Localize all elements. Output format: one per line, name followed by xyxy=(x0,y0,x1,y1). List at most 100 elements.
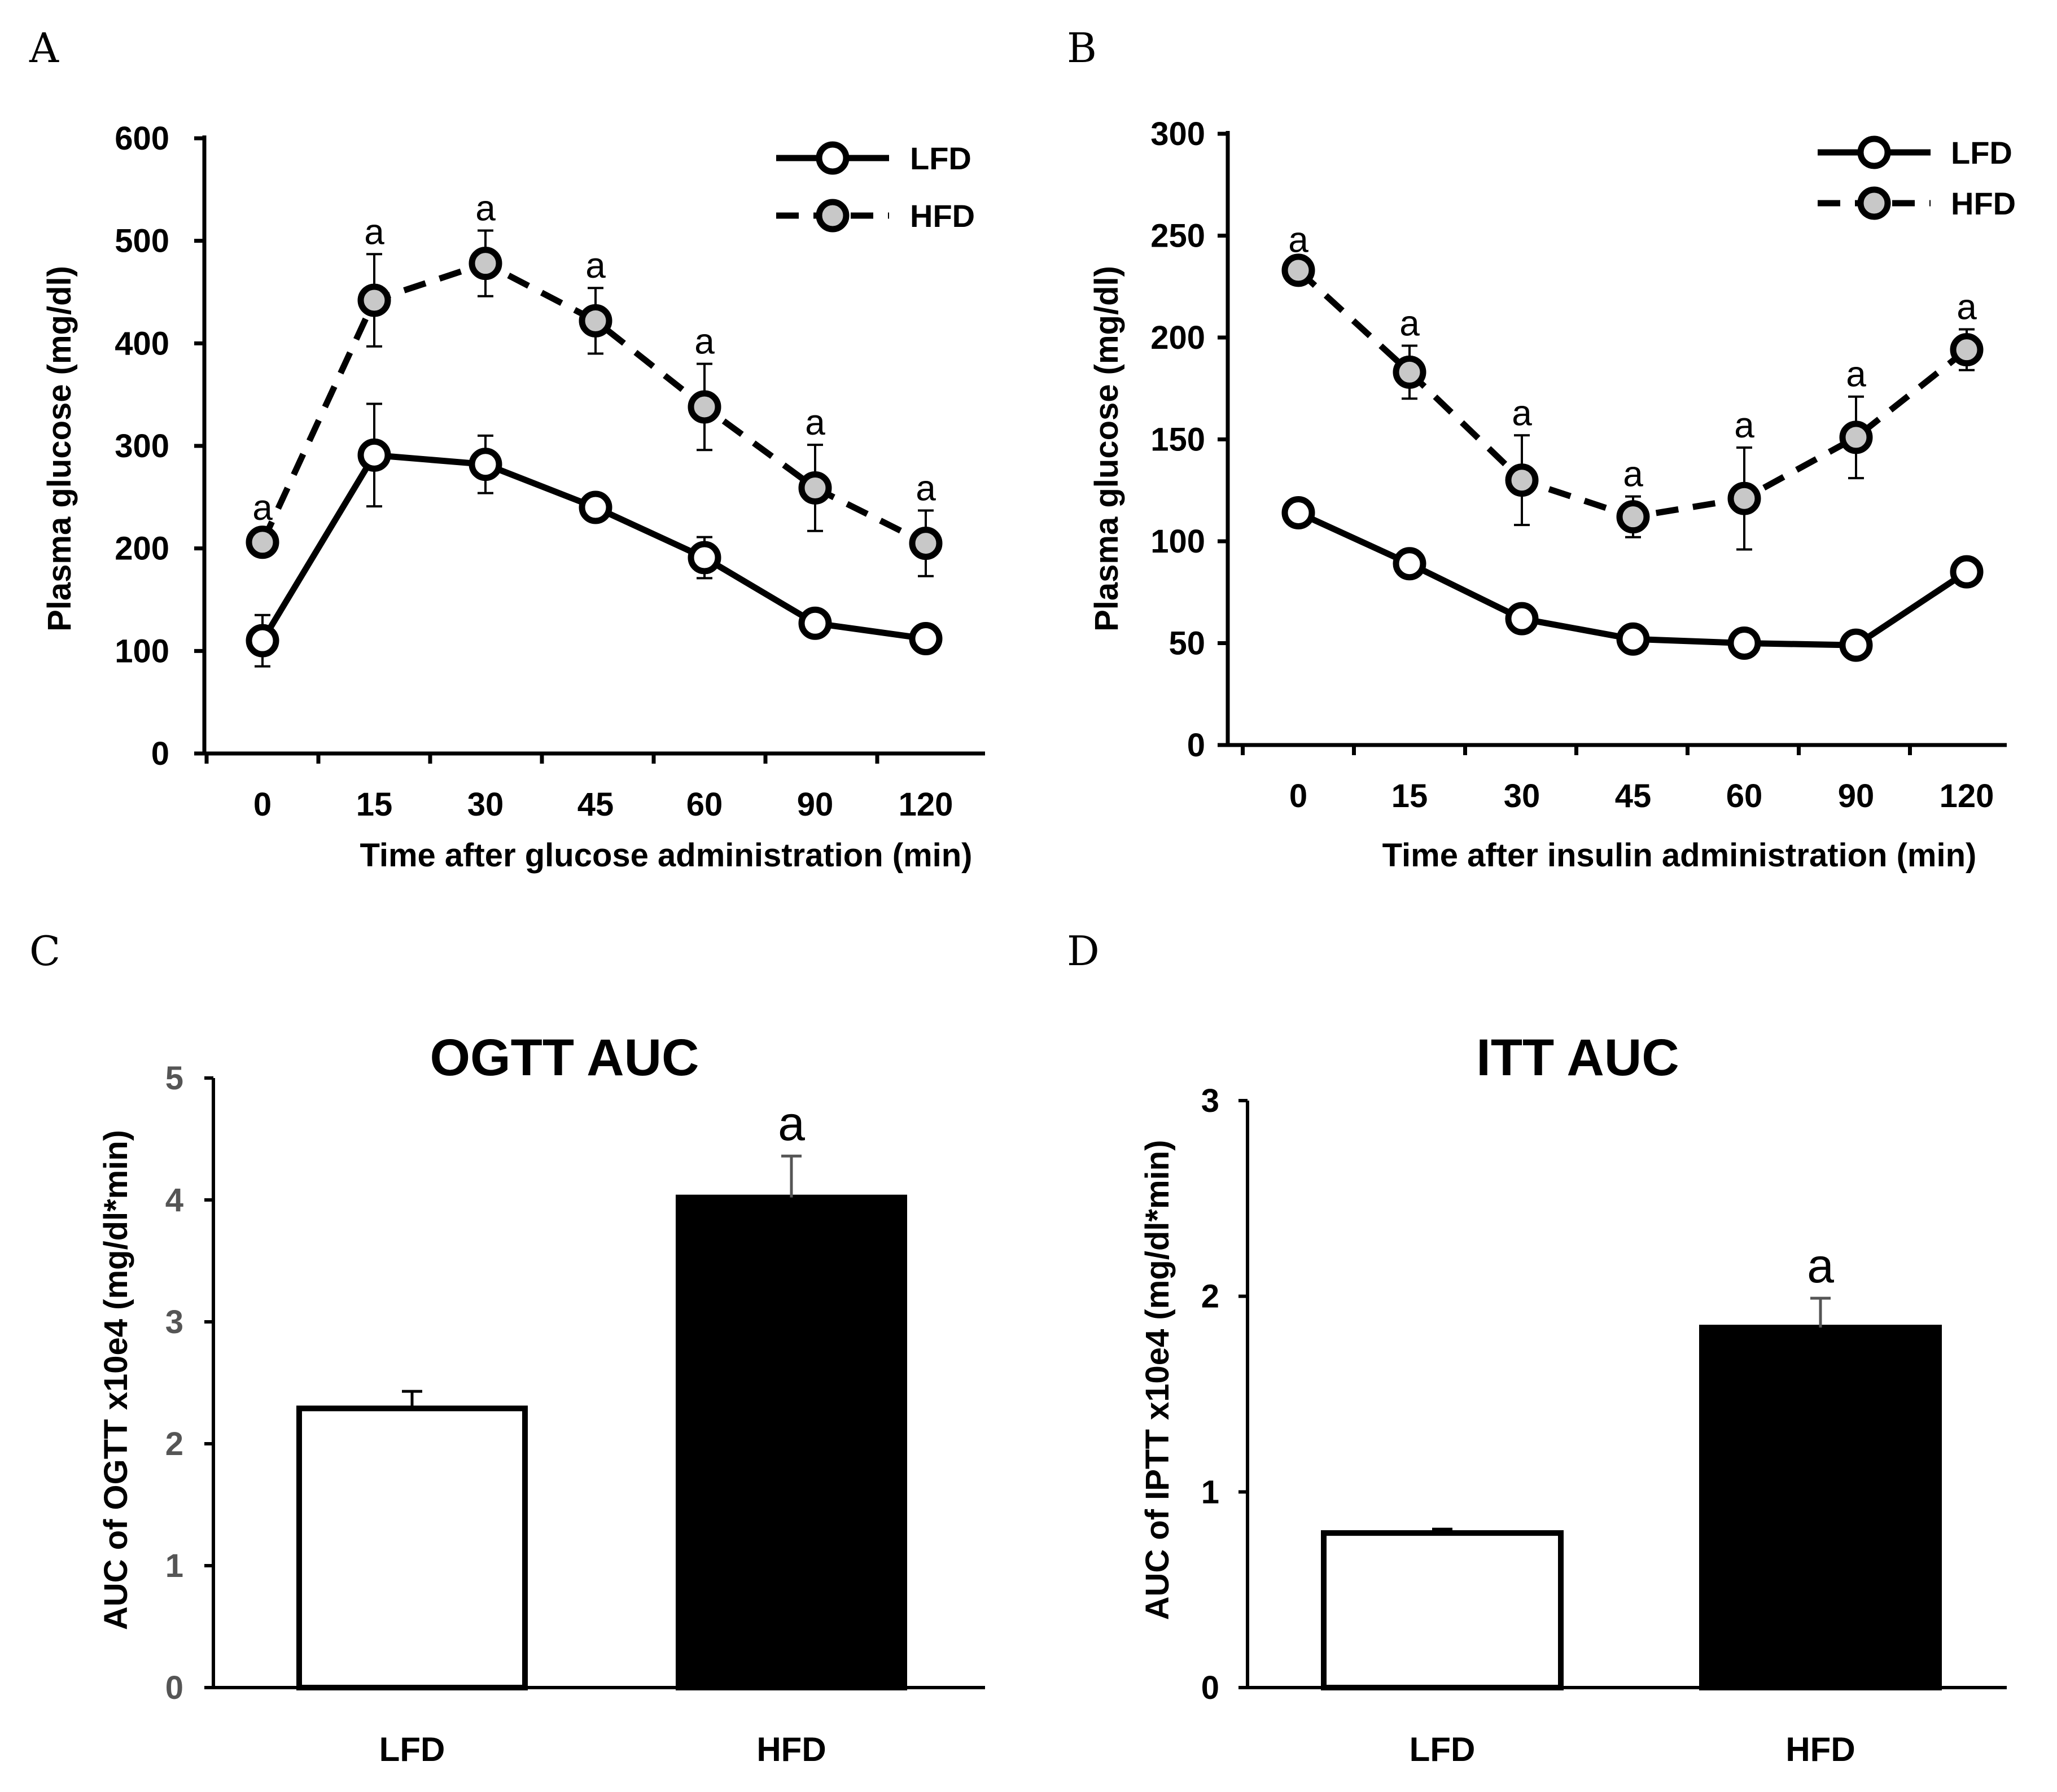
chart-a: 0 100 200 300 400 500 600 0 15 30 45 60 90 120 a a a a a a a xyxy=(115,120,985,823)
chart-c-y-tick-label: 0 xyxy=(165,1670,183,1706)
legend-a-lfd-label: LFD xyxy=(910,141,971,176)
legend-a-hfd-marker xyxy=(816,199,850,233)
chart-a-point-lfd xyxy=(798,606,832,640)
chart-a-y-tick-label: 300 xyxy=(115,428,169,465)
chart-b-y-tick-label: 250 xyxy=(1150,218,1205,255)
chart-d-category-label: HFD xyxy=(1785,1730,1855,1768)
chart-b-x-tick-label: 60 xyxy=(1726,778,1763,814)
chart-b-point-hfd xyxy=(1505,463,1539,497)
chart-b-point-lfd xyxy=(1950,555,1984,589)
legend-b: LFD HFD xyxy=(1818,135,2016,221)
chart-a-point-lfd xyxy=(688,541,721,575)
chart-a-significance-label: a xyxy=(916,467,936,508)
chart-b-point-lfd xyxy=(1393,547,1426,581)
legend-b-hfd-label: HFD xyxy=(1951,186,2016,221)
chart-b-point-hfd xyxy=(1281,253,1315,287)
chart-b-significance-label: a xyxy=(1512,392,1532,433)
chart-a-point-lfd xyxy=(246,624,279,658)
chart-b-x-tick-label: 15 xyxy=(1391,778,1428,814)
chart-a-point-lfd xyxy=(579,490,612,524)
chart-b-significance-label: a xyxy=(1399,303,1420,343)
chart-b-x-tick-label: 45 xyxy=(1615,778,1652,814)
chart-a-y-tick-label: 200 xyxy=(115,531,169,567)
chart-a-y-tick-label: 600 xyxy=(115,120,169,157)
panel-label-d: D xyxy=(1067,927,1100,975)
chart-b-x-tick-label: 90 xyxy=(1838,778,1875,814)
chart-c-y-tick-label: 1 xyxy=(165,1548,183,1584)
legend-a-lfd-marker xyxy=(816,141,850,175)
chart-b-significance-label: a xyxy=(1957,287,1977,327)
chart-a-ylabel: Plasma glucose (mg/dl) xyxy=(41,266,78,632)
chart-b-significance-label: a xyxy=(1288,219,1308,260)
chart-b-point-hfd xyxy=(1616,500,1650,534)
chart-a-point-lfd xyxy=(909,622,943,656)
chart-a-point-lfd xyxy=(469,448,502,481)
legend-a: LFD HFD xyxy=(776,141,975,234)
legend-a-hfd-label: HFD xyxy=(910,198,975,234)
chart-a-y-tick-label: 500 xyxy=(115,223,169,260)
chart-b-xlabel: Time after insulin administration (min) xyxy=(1382,837,1977,874)
chart-b-ylabel: Plasma glucose (mg/dl) xyxy=(1088,266,1125,632)
chart-a-point-hfd xyxy=(357,283,391,317)
chart-a-x-tick-label: 30 xyxy=(467,786,504,823)
chart-b: 0 50 100 150 200 250 300 0 15 30 45 60 90 120 a a a a a a a xyxy=(1150,116,2007,814)
legend-b-hfd-marker xyxy=(1857,186,1891,220)
chart-a-y-tick-label: 100 xyxy=(115,633,169,669)
chart-b-y-tick-label: 150 xyxy=(1150,422,1205,458)
panel-label-a: A xyxy=(29,24,59,72)
chart-a-point-hfd xyxy=(579,304,612,338)
chart-b-y-tick-label: 200 xyxy=(1150,319,1205,356)
chart-a-x-tick-label: 15 xyxy=(356,786,393,823)
chart-c: 0 1 2 3 4 5 LFD a HFD xyxy=(165,1060,985,1768)
chart-a-y-tick-label: 0 xyxy=(151,735,169,772)
chart-a-point-hfd xyxy=(688,390,721,424)
legend-b-lfd-label: LFD xyxy=(1951,135,2012,170)
chart-b-point-lfd xyxy=(1281,496,1315,529)
legend-b-lfd-marker xyxy=(1857,135,1891,169)
chart-title-c: OGTT AUC xyxy=(430,1029,699,1086)
chart-a-significance-label: a xyxy=(805,402,825,442)
chart-b-y-tick-label: 50 xyxy=(1168,625,1205,662)
chart-a-point-hfd xyxy=(246,525,279,559)
chart-a-y-tick-label: 400 xyxy=(115,325,169,362)
chart-a-point-hfd xyxy=(469,247,502,281)
chart-a-significance-label: a xyxy=(252,487,273,528)
chart-c-y-tick-label: 4 xyxy=(165,1182,183,1219)
chart-b-x-tick-label: 30 xyxy=(1504,778,1540,814)
chart-b-point-hfd xyxy=(1727,481,1761,515)
chart-c-category-label: HFD xyxy=(756,1730,826,1768)
chart-d-bar-hfd xyxy=(1699,1325,1942,1690)
chart-b-significance-label: a xyxy=(1734,405,1754,445)
chart-a-x-tick-label: 0 xyxy=(253,786,272,823)
chart-c-y-tick-label: 3 xyxy=(165,1304,183,1340)
chart-d-ylabel: AUC of IPTT x10e4 (mg/dl*min) xyxy=(1139,1140,1176,1620)
chart-a-point-lfd xyxy=(357,438,391,472)
chart-b-x-tick-label: 120 xyxy=(1940,778,1994,814)
chart-d: 0 1 2 3 LFD a HFD xyxy=(1201,1083,2007,1768)
chart-d-y-tick-label: 1 xyxy=(1201,1474,1219,1510)
chart-c-y-tick-label: 2 xyxy=(165,1426,183,1462)
chart-title-d: ITT AUC xyxy=(1476,1029,1679,1086)
panel-label-b: B xyxy=(1067,24,1097,72)
panel-label-c: C xyxy=(29,927,60,975)
chart-a-significance-label: a xyxy=(475,188,496,229)
chart-a-x-tick-label: 120 xyxy=(899,786,953,823)
chart-d-y-tick-label: 0 xyxy=(1201,1670,1219,1706)
chart-b-point-hfd xyxy=(1393,355,1426,389)
chart-b-point-lfd xyxy=(1727,626,1761,660)
chart-b-point-hfd xyxy=(1950,333,1984,367)
chart-d-y-tick-label: 3 xyxy=(1201,1083,1219,1119)
chart-a-significance-label: a xyxy=(694,321,715,362)
chart-a-significance-label: a xyxy=(585,245,606,286)
chart-c-bar-hfd xyxy=(676,1194,907,1690)
chart-a-point-hfd xyxy=(909,527,943,560)
chart-b-y-tick-label: 300 xyxy=(1150,116,1205,152)
chart-b-point-lfd xyxy=(1839,628,1873,662)
chart-b-point-lfd xyxy=(1616,622,1650,656)
chart-b-point-lfd xyxy=(1505,602,1539,636)
chart-a-point-hfd xyxy=(798,471,832,505)
chart-a-x-tick-label: 90 xyxy=(797,786,834,823)
chart-b-y-tick-label: 100 xyxy=(1150,523,1205,560)
chart-a-xlabel: Time after glucose administration (min) xyxy=(360,837,972,874)
